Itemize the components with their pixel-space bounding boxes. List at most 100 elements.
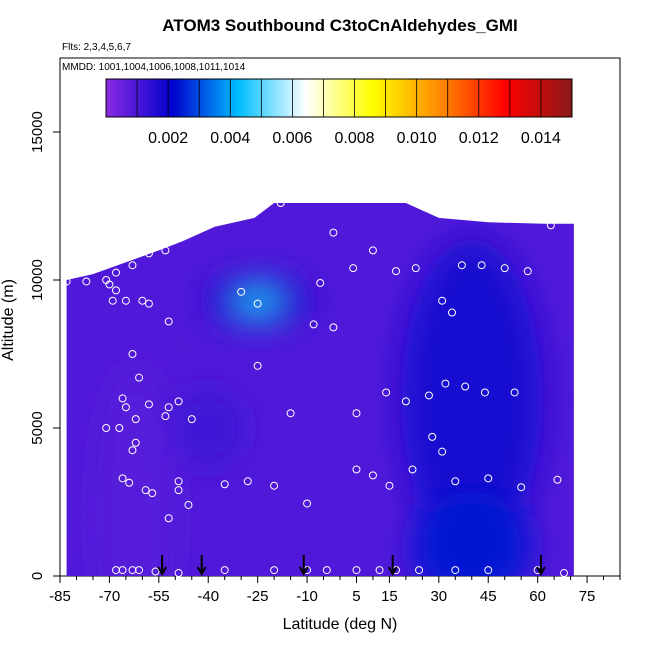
measurement-point bbox=[62, 277, 71, 286]
colorbar-tick-label: 0.002 bbox=[148, 130, 188, 147]
y-tick-label: 5000 bbox=[29, 411, 46, 444]
measurement-point bbox=[148, 489, 157, 498]
measurement-point bbox=[105, 280, 114, 289]
y-tick-label: 15000 bbox=[29, 111, 46, 153]
x-axis: -85 -70 -55 -40 -25 -10 5 15 30 45 60 75 bbox=[49, 576, 621, 605]
measurement-point bbox=[418, 200, 427, 209]
x-tick-label: 45 bbox=[480, 588, 497, 605]
measurement-point bbox=[131, 415, 140, 424]
measurement-point bbox=[151, 567, 160, 576]
measurement-point bbox=[174, 397, 183, 406]
measurement-point bbox=[368, 246, 377, 255]
measurement-point bbox=[144, 400, 153, 409]
flight-arrows bbox=[157, 555, 546, 577]
measurement-point bbox=[108, 296, 117, 305]
y-axis: 0 5000 10000 15000 bbox=[29, 111, 60, 580]
measurement-point bbox=[352, 409, 361, 418]
measurement-point bbox=[438, 447, 447, 456]
heatmap-region bbox=[411, 491, 532, 577]
x-tick-label: -55 bbox=[148, 588, 170, 605]
measurement-point bbox=[385, 481, 394, 490]
x-axis-label: Latitude (deg N) bbox=[282, 616, 398, 633]
measurement-point bbox=[187, 415, 196, 424]
measurement-point bbox=[220, 566, 229, 575]
measurement-point bbox=[270, 481, 279, 490]
colorbar-tick-label: 0.012 bbox=[459, 130, 499, 147]
measurement-point bbox=[500, 264, 509, 273]
x-tick-label: 5 bbox=[352, 588, 360, 605]
measurement-point bbox=[560, 569, 568, 578]
measurement-point bbox=[553, 475, 562, 484]
y-tick-label: 0 bbox=[29, 572, 46, 580]
heatmap-blobs bbox=[95, 238, 542, 577]
x-tick-label: 75 bbox=[579, 588, 596, 605]
measurement-point bbox=[141, 486, 150, 495]
measurement-point bbox=[457, 261, 466, 270]
chart-title: ATOM3 Southbound C3toCnAldehydes_GMI bbox=[162, 16, 518, 35]
measurement-point bbox=[408, 465, 417, 474]
measurement-point bbox=[316, 278, 325, 287]
colorbar-tick-label: 0.014 bbox=[521, 130, 561, 147]
measurement-point bbox=[428, 432, 437, 441]
measurement-point bbox=[253, 361, 262, 370]
measurement-point bbox=[125, 478, 134, 487]
measurement-point bbox=[144, 249, 153, 258]
measurement-point bbox=[368, 471, 377, 480]
measurement-point bbox=[510, 388, 519, 397]
measurement-point bbox=[164, 403, 173, 412]
colorbar-tick-label: 0.010 bbox=[397, 130, 437, 147]
measurement-point bbox=[546, 221, 555, 230]
measurement-point bbox=[480, 388, 489, 397]
measurement-point bbox=[401, 397, 410, 406]
measurement-point bbox=[128, 261, 137, 270]
measurement-point bbox=[164, 514, 173, 523]
colorbar: 0.002 0.004 0.006 0.008 0.010 0.012 0.014 bbox=[105, 78, 573, 147]
heatmap-region bbox=[401, 238, 542, 559]
y-tick-label: 10000 bbox=[29, 259, 46, 301]
measurement-point bbox=[121, 296, 130, 305]
heatmap-field bbox=[66, 203, 574, 577]
measurement-point bbox=[237, 287, 246, 296]
measurement-point bbox=[253, 299, 262, 308]
measurement-point bbox=[441, 379, 450, 388]
flight-arrow bbox=[387, 555, 398, 577]
x-tick-label: -40 bbox=[197, 588, 219, 605]
measurement-point bbox=[174, 569, 183, 578]
measurement-point bbox=[118, 566, 127, 575]
measurement-point bbox=[375, 566, 384, 575]
x-tick-label: 30 bbox=[430, 588, 447, 605]
measurement-point bbox=[303, 499, 312, 508]
x-tick-label: -10 bbox=[296, 588, 318, 605]
measurement-point bbox=[286, 409, 295, 418]
dates-label: MMDD: 1001,1004,1006,1008,1011,1014 bbox=[62, 62, 246, 73]
measurement-point bbox=[128, 350, 137, 358]
x-tick-label: 15 bbox=[381, 588, 398, 605]
x-tick-label: -25 bbox=[247, 588, 269, 605]
measurement-point bbox=[309, 320, 318, 329]
measurement-point bbox=[138, 296, 147, 305]
measurement-point bbox=[424, 391, 433, 400]
x-tick-label: -85 bbox=[49, 588, 71, 605]
measurement-point bbox=[461, 382, 470, 391]
measurement-point bbox=[329, 323, 338, 332]
flight-arrow bbox=[196, 555, 207, 577]
flight-arrow bbox=[157, 555, 167, 577]
measurement-point bbox=[118, 474, 127, 483]
flights-label: Flts: 2,3,4,5,6,7 bbox=[62, 42, 131, 53]
measurement-point bbox=[184, 500, 193, 509]
heatmap-region bbox=[95, 366, 176, 577]
measurement-point bbox=[135, 373, 144, 382]
measurement-point bbox=[322, 566, 331, 575]
measurement-point bbox=[382, 388, 391, 397]
measurement-point bbox=[112, 286, 120, 295]
measurement-point bbox=[220, 480, 229, 489]
measurement-point bbox=[135, 566, 144, 575]
colorbar-tick-label: 0.006 bbox=[272, 130, 312, 147]
measurement-point bbox=[164, 317, 173, 326]
measurement-point bbox=[438, 296, 447, 305]
measurement-point bbox=[411, 264, 420, 273]
measurement-point bbox=[352, 465, 361, 474]
measurement-point bbox=[82, 277, 91, 286]
measurement-point bbox=[115, 424, 124, 432]
